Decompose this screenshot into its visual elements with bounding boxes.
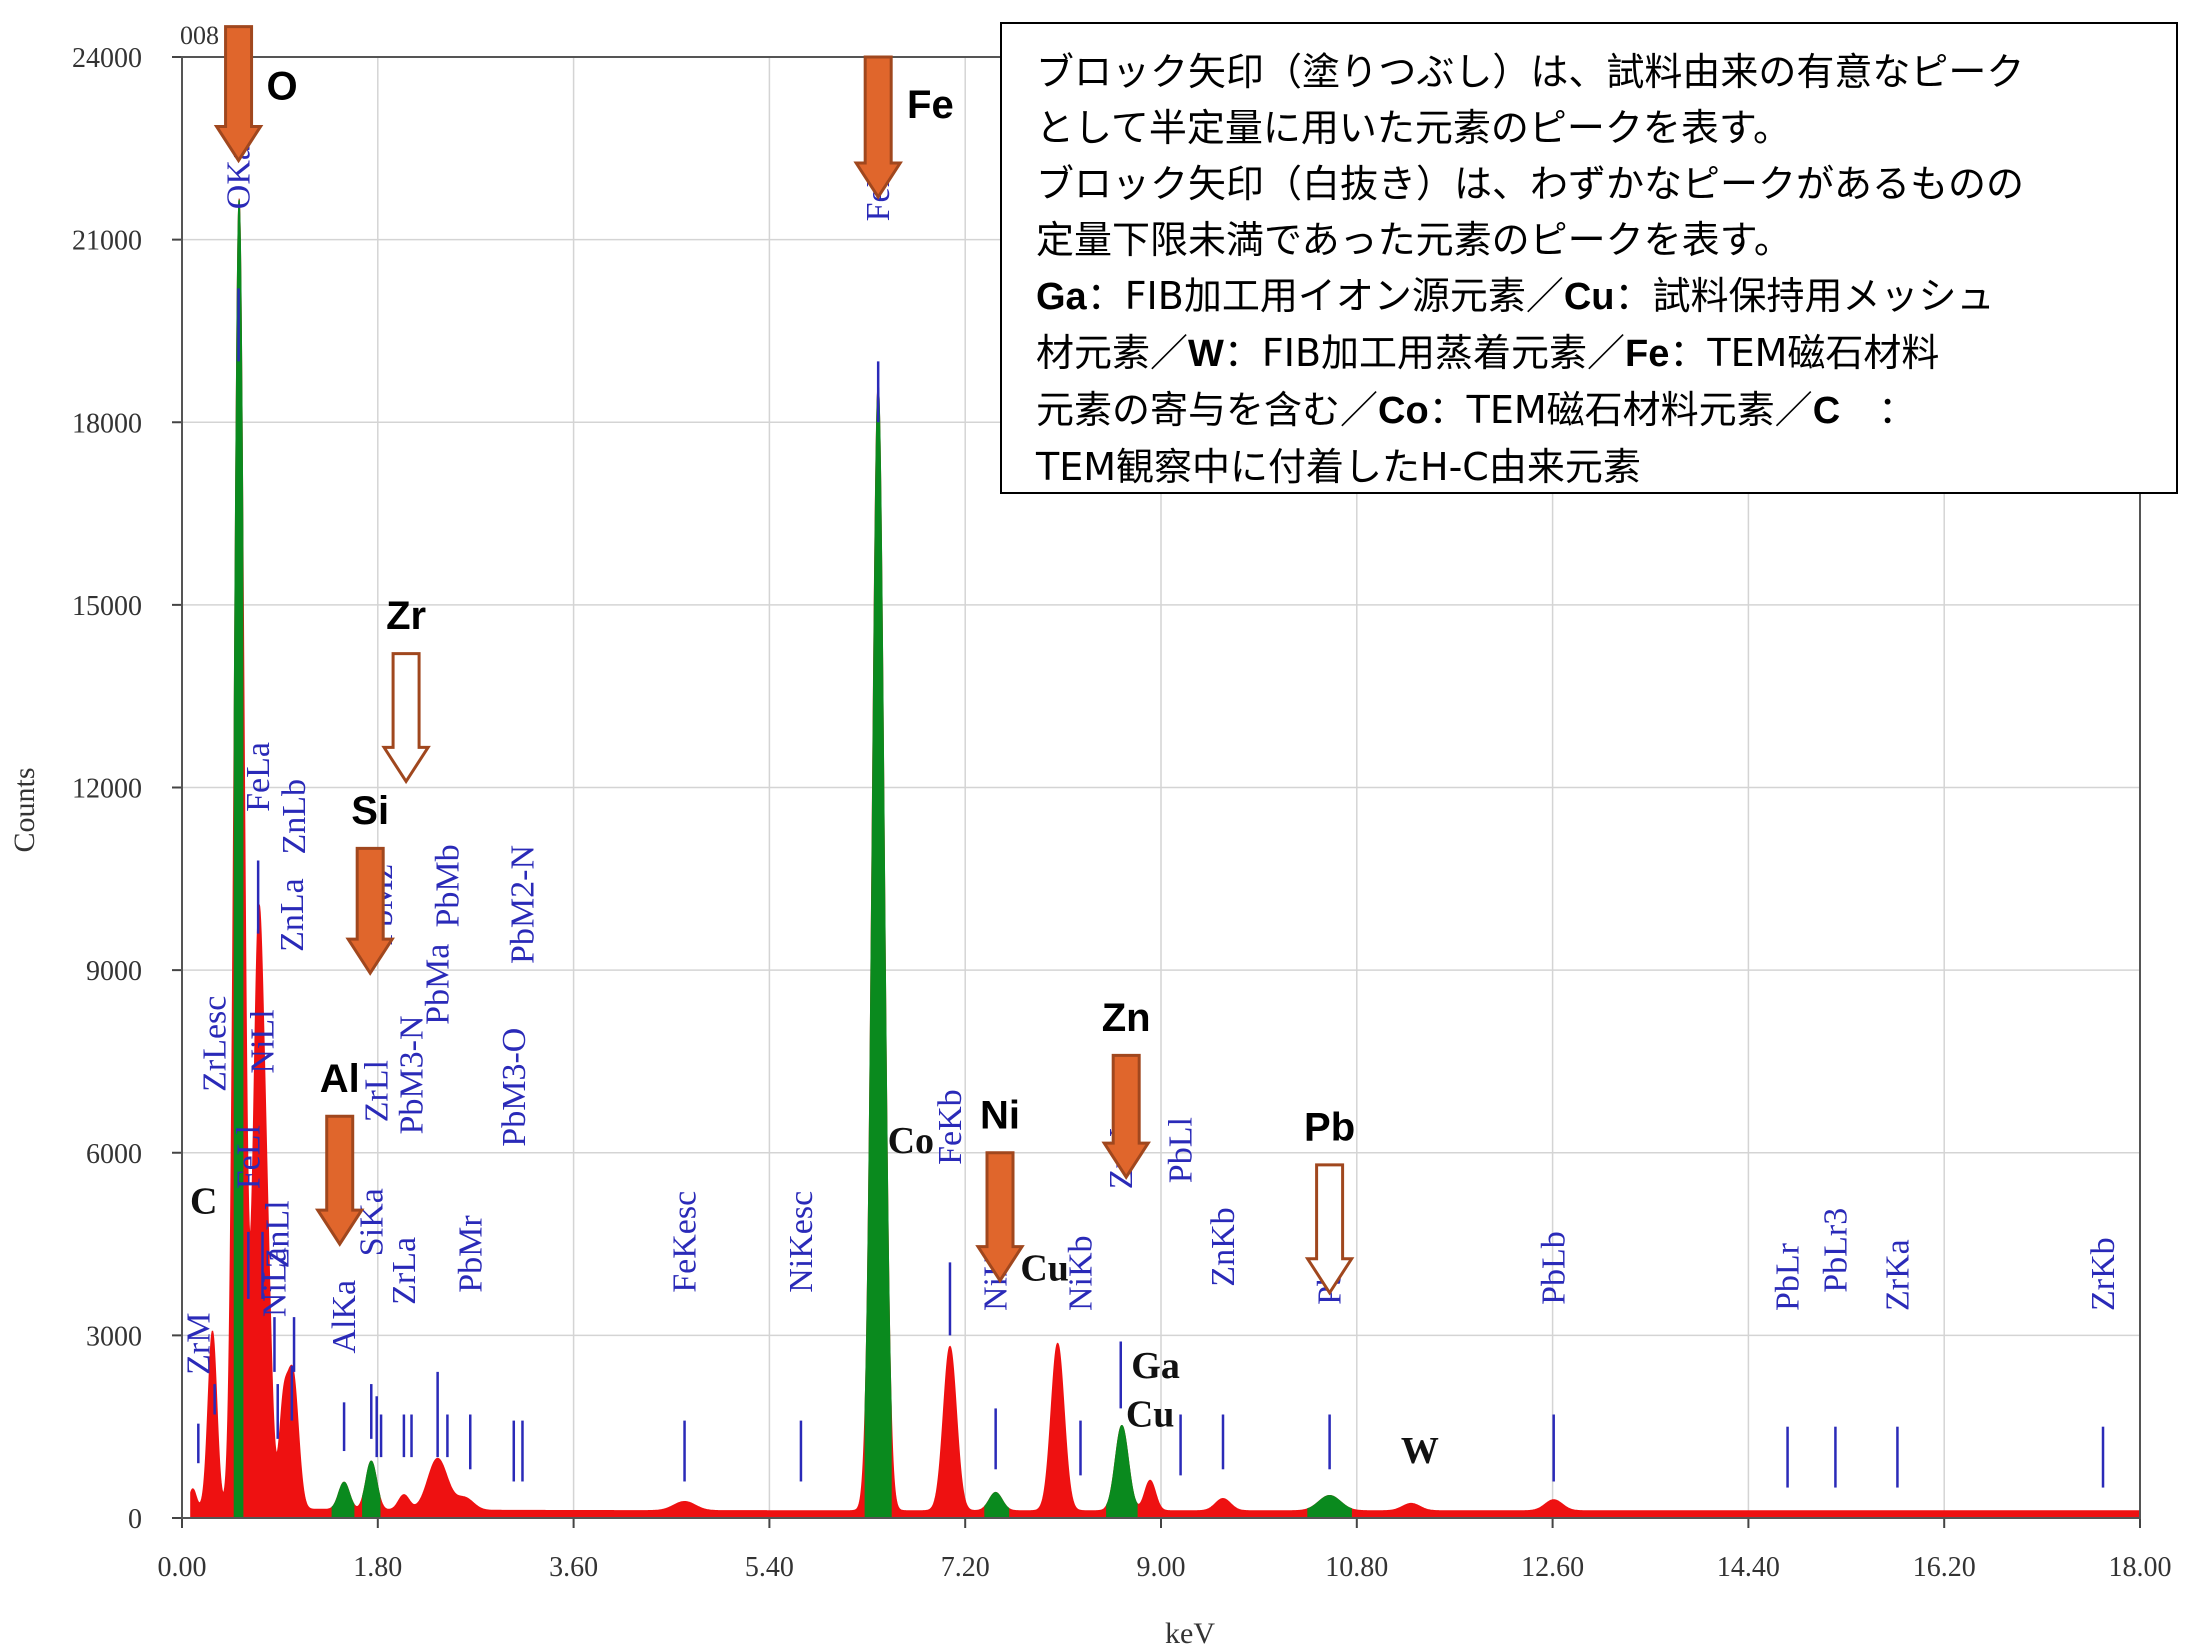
line-label: ZrLl bbox=[359, 1060, 396, 1122]
y-tick-label: 3000 bbox=[86, 1321, 142, 1352]
line-label: ZnLb bbox=[276, 779, 313, 855]
filled-arrow bbox=[213, 25, 264, 164]
line-label: NiLa bbox=[257, 1247, 294, 1317]
arrow-label: Al bbox=[320, 1057, 360, 1101]
x-tick-label: 14.40 bbox=[1717, 1552, 1780, 1583]
y-axis-label: Counts bbox=[8, 767, 41, 852]
line-label: NiKb bbox=[1063, 1235, 1100, 1311]
x-tick-label: 5.40 bbox=[745, 1552, 794, 1583]
highlighted-peak-area bbox=[362, 1460, 381, 1519]
x-tick-label: 12.60 bbox=[1521, 1552, 1584, 1583]
highlighted-peak-area bbox=[864, 384, 892, 1519]
line-label: FeKesc bbox=[667, 1191, 704, 1293]
line-label: NiLl bbox=[245, 1009, 282, 1073]
line-label: FeLa bbox=[240, 742, 277, 812]
line-label: PbLb bbox=[1536, 1231, 1573, 1305]
x-tick-label: 3.60 bbox=[549, 1552, 598, 1583]
line-label: PbM3-N bbox=[394, 1015, 431, 1134]
y-tick-label: 21000 bbox=[72, 226, 142, 257]
element-arrows: O Fe Zr Si Al Zn Ni Pb bbox=[213, 25, 1355, 1296]
arrow-label: Pb bbox=[1304, 1106, 1355, 1150]
element-annotation: W bbox=[1401, 1430, 1439, 1472]
line-label: ZnLl bbox=[260, 1200, 297, 1268]
x-tick-label: 18.00 bbox=[2109, 1552, 2172, 1583]
line-label: ZrLa bbox=[386, 1237, 423, 1305]
note-line-2: として半定量に用いた元素のピークを表す。 bbox=[1036, 106, 1792, 150]
highlighted-peak-area bbox=[233, 199, 244, 1519]
highlighted-peak-area bbox=[1307, 1495, 1352, 1519]
line-label: ZrLesc bbox=[197, 996, 234, 1092]
line-label: PbLr bbox=[1770, 1242, 1807, 1311]
note-line-7: 元素の寄与を含む／Co：TEM磁石材料元素／C ： bbox=[1036, 388, 1917, 432]
outline-arrow bbox=[381, 652, 431, 785]
filled-arrow bbox=[314, 1114, 365, 1247]
line-label: SiKa bbox=[353, 1188, 390, 1256]
highlighted-peak-area bbox=[331, 1481, 355, 1519]
x-tick-label: 0.00 bbox=[158, 1552, 207, 1583]
y-tick-label: 24000 bbox=[72, 43, 142, 74]
note-line-4: 定量下限未満であった元素のピークを表す。 bbox=[1036, 218, 1792, 262]
note-line-5: Ga：FIB加工用イオン源元素／Cu：試料保持用メッシュ bbox=[1036, 274, 1995, 318]
spectrum-series bbox=[190, 198, 2141, 1519]
filled-arrow bbox=[345, 846, 395, 976]
outline-arrow bbox=[1304, 1163, 1355, 1296]
y-tick-label: 12000 bbox=[72, 774, 142, 805]
arrow-label: Zr bbox=[386, 594, 426, 638]
line-label: PbM3-O bbox=[496, 1028, 533, 1147]
element-annotation: Cu bbox=[1126, 1394, 1175, 1436]
spectrum-area bbox=[190, 198, 2141, 1519]
line-label: PbMb bbox=[429, 844, 466, 927]
arrow-label: Zn bbox=[1102, 996, 1151, 1040]
arrow-label: Si bbox=[351, 789, 389, 833]
y-tick-label: 15000 bbox=[72, 591, 142, 622]
note-line-8: TEM観察中に付着したH-C由来元素 bbox=[1036, 445, 1641, 489]
x-tick-label: 7.20 bbox=[941, 1552, 990, 1583]
filled-arrow bbox=[853, 55, 903, 200]
line-label: ZrKa bbox=[1879, 1239, 1916, 1311]
y-tick-label: 6000 bbox=[86, 1139, 142, 1170]
note-line-6: 材元素／W：FIB加工用蒸着元素／Fe：TEM磁石材料 bbox=[1036, 331, 1940, 375]
line-label: FeLl bbox=[230, 1125, 267, 1189]
x-tick-label: 10.80 bbox=[1325, 1552, 1388, 1583]
line-label: ZnKb bbox=[1205, 1207, 1242, 1286]
corner-label: 008 bbox=[180, 21, 219, 50]
legend-note: ブロック矢印（塗りつぶし）は、試料由来の有意なピーク として半定量に用いた元素の… bbox=[1000, 22, 2178, 494]
line-label: PbMr bbox=[452, 1215, 489, 1293]
line-label: PbMa bbox=[420, 944, 457, 1025]
element-annotation: Ga bbox=[1131, 1345, 1180, 1387]
line-label: PbLl bbox=[1163, 1117, 1200, 1183]
element-annotation: C bbox=[190, 1181, 217, 1223]
y-tick-label: 0 bbox=[128, 1504, 142, 1535]
x-tick-label: 16.20 bbox=[1913, 1552, 1976, 1583]
line-label: ZrM bbox=[180, 1313, 217, 1375]
line-label: ZrKb bbox=[2085, 1237, 2122, 1311]
y-tick-label: 9000 bbox=[86, 956, 142, 987]
line-label: PbM2-N bbox=[505, 845, 542, 964]
annotations: C Co Cu Ga Cu W bbox=[190, 1120, 1439, 1472]
filled-arrow bbox=[1101, 1053, 1151, 1180]
note-line-1: ブロック矢印（塗りつぶし）は、試料由来の有意なピーク bbox=[1036, 50, 2025, 94]
arrow-label: O bbox=[267, 65, 298, 109]
y-tick-label: 18000 bbox=[72, 408, 142, 439]
x-tick-label: 9.00 bbox=[1137, 1552, 1186, 1583]
note-line-3: ブロック矢印（白抜き）は、わずかなピークがあるものの bbox=[1036, 162, 2025, 206]
line-label: FeKb bbox=[932, 1089, 969, 1165]
arrow-label: Ni bbox=[980, 1093, 1020, 1137]
line-label: AlKa bbox=[326, 1280, 363, 1354]
highlighted-peak-area bbox=[984, 1491, 1010, 1519]
x-axis-label: keV bbox=[1165, 1617, 1215, 1650]
arrow-label: Fe bbox=[907, 83, 954, 127]
filled-arrow bbox=[975, 1151, 1025, 1284]
highlighted-peak-area bbox=[1106, 1425, 1138, 1519]
line-label: PbLr3 bbox=[1817, 1208, 1854, 1293]
x-tick-label: 1.80 bbox=[353, 1552, 402, 1583]
line-label: NiKesc bbox=[783, 1191, 820, 1293]
line-label: ZnLa bbox=[274, 878, 311, 952]
element-annotation: Cu bbox=[1020, 1248, 1069, 1290]
element-annotation: Co bbox=[888, 1120, 934, 1162]
